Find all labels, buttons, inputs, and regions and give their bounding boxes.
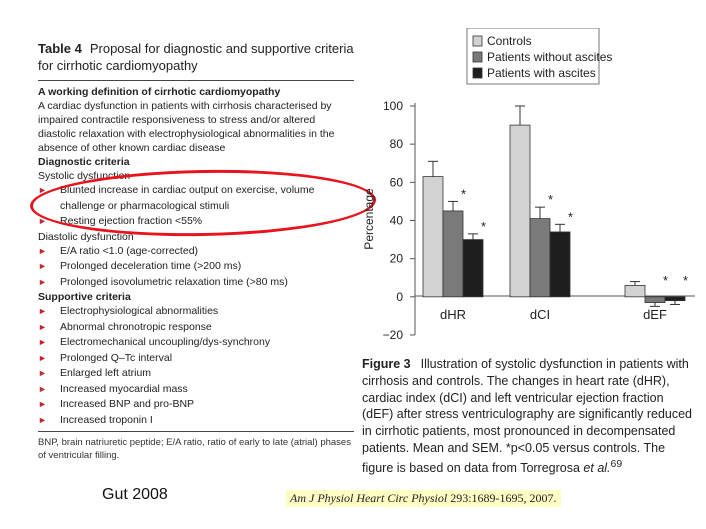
supportive-item: Prolonged Q–Tc interval <box>38 351 354 367</box>
category-label: dHR <box>440 307 466 322</box>
diastolic-label: Diastolic dysfunction <box>38 230 134 243</box>
y-tick-label: −20 <box>383 328 404 342</box>
y-tick-label: 20 <box>390 252 404 266</box>
y-ticks: −20 0 20 40 60 80 100 <box>383 99 415 342</box>
figure-text-etal: et al. <box>583 460 611 475</box>
legend-label: Patients with ascites <box>487 66 596 80</box>
working-definition: A cardiac dysfunction in patients with c… <box>38 100 335 154</box>
category-labels: dHR dCI dEF <box>440 307 667 322</box>
legend-swatch <box>472 51 483 63</box>
diastolic-item: Prolonged deceleration time (>200 ms) <box>38 259 354 275</box>
diagnostic-heading: Diagnostic criteria <box>38 156 130 168</box>
legend-label: Controls <box>487 34 532 48</box>
y-tick-label: 40 <box>390 214 404 228</box>
table-footnote: BNP, brain natriuretic peptide; E/A rati… <box>38 437 351 461</box>
bar-dEF <box>624 284 646 298</box>
figure-label: Figure 3 <box>362 357 411 371</box>
supportive-item: Electromechanical uncoupling/dys-synchro… <box>38 335 354 351</box>
supportive-item: Increased troponin I <box>38 413 354 429</box>
chart-svg: Controls Patients without ascites Patients… <box>362 27 695 342</box>
supportive-item: Enlarged left atrium <box>38 366 354 382</box>
y-tick-label: 100 <box>383 99 403 113</box>
category-label: dEF <box>643 307 667 322</box>
bar-dCI <box>529 218 551 298</box>
diastolic-item: Prolonged isovolumetric relaxation time … <box>38 275 354 291</box>
table-title: Table 4 Proposal for diagnostic and suppo… <box>38 40 354 74</box>
supportive-heading: Supportive criteria <box>38 291 131 303</box>
significance-marker: * <box>568 209 573 224</box>
divider <box>38 80 354 81</box>
bar-chart: Controls Patients without ascites Patients… <box>355 27 700 353</box>
supportive-item: Abnormal chronotropic response <box>38 320 354 336</box>
author-note: Gut 2008 <box>102 486 168 503</box>
legend: Controls Patients without ascites Patients… <box>472 34 612 80</box>
figure-caption: Figure 3 Illustration of systolic dysfunc… <box>362 356 692 477</box>
significance-marker: * <box>683 273 688 288</box>
y-axis-label: Percentage <box>362 188 376 250</box>
bar-dEF <box>644 296 666 303</box>
significance-marker: * <box>548 192 553 207</box>
category-label: dCI <box>530 307 550 322</box>
diastolic-item: E/A ratio <1.0 (age-corrected) <box>38 244 354 260</box>
citation-ref: 293:1689-1695, 2007. <box>450 491 557 505</box>
divider <box>38 431 354 432</box>
legend-label: Patients without ascites <box>487 50 612 64</box>
figure-ref: 69 <box>610 458 623 470</box>
significance-marker: * <box>461 186 466 201</box>
bar-dHR <box>462 239 484 298</box>
systolic-label: Systolic dysfunction <box>38 170 131 182</box>
y-tick-label: 80 <box>390 137 404 151</box>
bar-dHR <box>422 176 444 298</box>
citation-journal: Am J Physiol Heart Circ Physiol <box>290 491 448 505</box>
y-tick-label: 60 <box>390 175 404 189</box>
citation: Am J Physiol Heart Circ Physiol 293:1689… <box>286 490 561 507</box>
legend-box <box>466 27 600 85</box>
table-title-text: Proposal for diagnostic and supportive c… <box>38 41 354 73</box>
bars: * * * * * * <box>422 105 688 307</box>
working-heading: A working definition of cirrhotic cardio… <box>38 86 281 98</box>
y-tick-label: 0 <box>396 290 403 304</box>
supportive-item: Increased BNP and pro-BNP <box>38 397 354 413</box>
significance-marker: * <box>481 219 486 234</box>
table-label: Table 4 <box>38 41 82 56</box>
bar-dEF <box>664 296 686 302</box>
figure-text: Illustration of systolic dysfunction in … <box>362 357 693 475</box>
bar-dCI <box>549 231 571 298</box>
legend-swatch <box>472 67 483 79</box>
significance-marker: * <box>663 273 668 288</box>
systolic-item: Blunted increase in cardiac output on ex… <box>38 183 354 214</box>
legend-swatch <box>472 35 483 47</box>
systolic-item: Resting ejection fraction <55% <box>38 214 354 230</box>
supportive-item: Increased myocardial mass <box>38 382 354 398</box>
supportive-item: Electrophysiological abnormalities <box>38 304 354 320</box>
bar-dCI <box>509 124 531 298</box>
bar-dHR <box>442 210 464 298</box>
table-4-panel: Table 4 Proposal for diagnostic and suppo… <box>38 40 354 462</box>
